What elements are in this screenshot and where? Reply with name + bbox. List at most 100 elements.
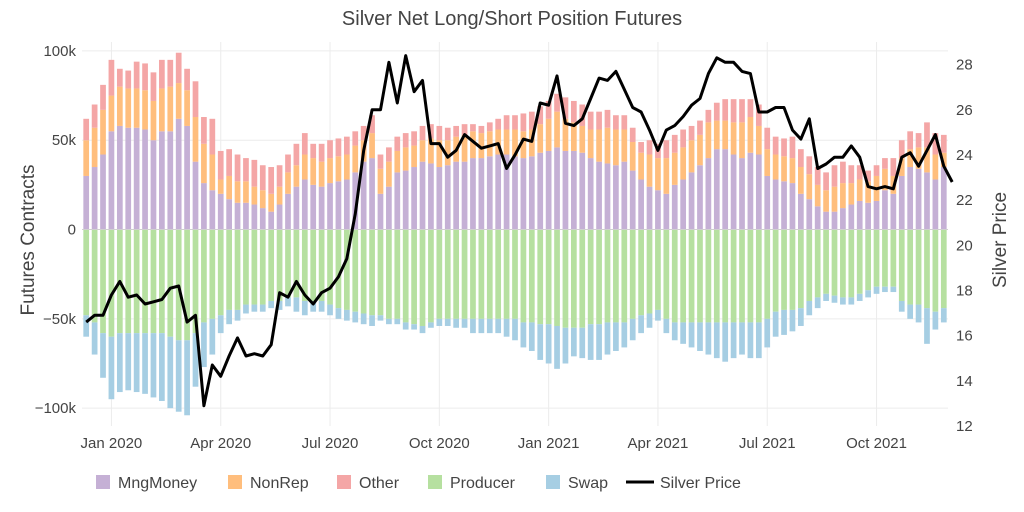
bar-nonrep [411, 145, 417, 168]
bar-mngmoney [596, 161, 602, 230]
bar-nonrep [486, 131, 493, 157]
bar-mngmoney [848, 204, 855, 230]
bar-other [747, 99, 754, 118]
bar-producer [739, 229, 745, 323]
bar-nonrep [713, 120, 720, 150]
bar-producer [133, 229, 140, 334]
bar-nonrep [108, 95, 115, 132]
bar-producer [688, 229, 695, 323]
bar-mngmoney [167, 131, 174, 230]
bar-swap [209, 318, 216, 355]
x-tick-label: Oct 2021 [846, 435, 907, 452]
bar-producer [327, 229, 333, 305]
bar-mngmoney [621, 161, 628, 230]
bar-swap [528, 322, 535, 351]
bar-swap [739, 322, 745, 355]
bar-swap [512, 318, 518, 341]
bar-mngmoney [100, 154, 106, 230]
bar-nonrep [865, 181, 871, 203]
bar-mngmoney [882, 190, 888, 230]
bar-producer [150, 229, 157, 334]
bar-producer [646, 229, 653, 314]
bar-mngmoney [133, 127, 140, 230]
bar-other [251, 159, 258, 187]
bar-swap [310, 300, 317, 312]
bar-nonrep [217, 179, 224, 194]
bar-nonrep [343, 154, 350, 180]
legend-label-mngmoney: MngMoney [118, 475, 197, 492]
bar-nonrep [369, 133, 375, 159]
bar-other [764, 127, 771, 150]
bar-other [209, 118, 216, 155]
bar-other [646, 140, 653, 155]
bar-nonrep [528, 129, 535, 157]
bar-mngmoney [823, 211, 829, 230]
bar-swap [570, 327, 577, 357]
bar-mngmoney [873, 200, 880, 230]
bar-mngmoney [259, 208, 266, 230]
bar-swap [495, 318, 502, 334]
bar-nonrep [722, 120, 729, 150]
bar-producer [377, 229, 384, 316]
bar-swap [352, 311, 359, 323]
bar-producer [310, 229, 317, 301]
bar-swap [360, 313, 367, 325]
bar-producer [335, 229, 342, 309]
bar-nonrep [730, 122, 737, 155]
bar-other [697, 120, 703, 135]
bar-mngmoney [184, 125, 190, 230]
bar-other [301, 133, 308, 155]
bar-mngmoney [478, 158, 485, 230]
bar-mngmoney [898, 175, 905, 230]
bar-mngmoney [461, 161, 468, 230]
bar-swap [638, 315, 644, 334]
bar-other [453, 125, 460, 137]
bar-nonrep [604, 127, 611, 164]
price-line-group [85, 54, 954, 408]
bar-nonrep [268, 193, 275, 212]
legend-swatch-other [337, 475, 351, 489]
bar-producer [831, 229, 838, 296]
bar-mngmoney [142, 129, 148, 230]
bar-swap [865, 290, 871, 298]
bar-mngmoney [537, 152, 544, 230]
bar-other [419, 125, 426, 141]
bar-other [100, 84, 106, 110]
bar-nonrep [739, 122, 745, 159]
bar-nonrep [831, 186, 838, 212]
bar-producer [814, 229, 821, 298]
bar-other [932, 133, 939, 155]
y2-tick-label: 24 [956, 147, 973, 164]
bar-swap [932, 311, 939, 330]
bar-mngmoney [251, 204, 258, 230]
bar-producer [570, 229, 577, 328]
bar-producer [83, 229, 90, 316]
bar-mngmoney [865, 202, 871, 230]
bar-producer [343, 229, 350, 310]
y2-tick-label: 18 [956, 282, 973, 299]
bar-other [268, 167, 275, 194]
bar-other [133, 61, 140, 89]
x-tick-label: Jul 2020 [302, 435, 359, 452]
bar-nonrep [940, 152, 947, 168]
bar-producer [411, 229, 417, 325]
bar-nonrep [352, 145, 359, 173]
bar-nonrep [386, 161, 392, 187]
bar-producer [360, 229, 367, 314]
y2-tick-label: 16 [956, 328, 973, 345]
bar-mngmoney [713, 149, 720, 230]
bar-nonrep [655, 158, 661, 191]
bar-mngmoney [243, 202, 249, 230]
bar-other [478, 125, 485, 134]
bar-swap [554, 325, 560, 369]
bar-mngmoney [655, 190, 661, 230]
bar-swap [150, 333, 157, 398]
bar-swap [882, 286, 888, 293]
bar-producer [823, 229, 829, 294]
bar-nonrep [932, 154, 939, 180]
bar-nonrep [924, 147, 930, 173]
y-tick-label: 50k [52, 132, 77, 149]
bar-swap [419, 325, 426, 334]
bar-nonrep [310, 158, 317, 185]
